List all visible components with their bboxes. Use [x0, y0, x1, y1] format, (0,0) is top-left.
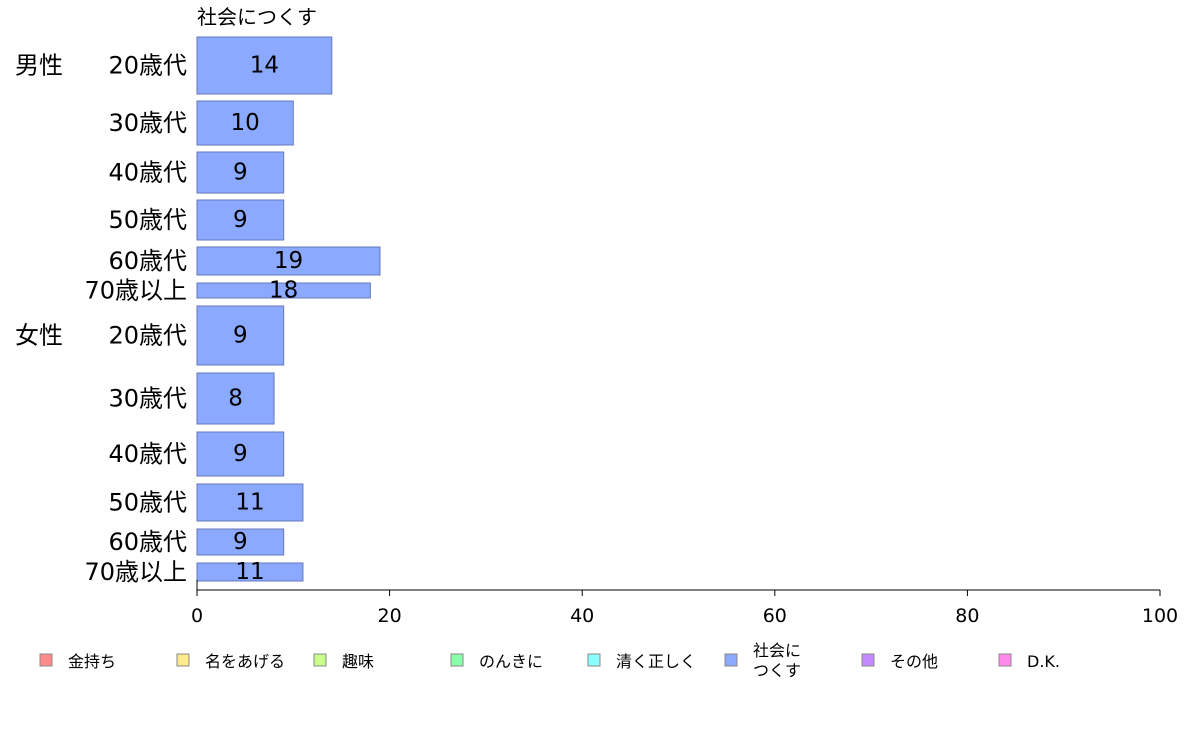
bar-value-label: 18: [269, 278, 298, 304]
age-label: 60歳代: [108, 247, 187, 275]
age-label: 70歳以上: [84, 558, 187, 586]
bar: [196, 199, 285, 241]
x-tick-label: 60: [763, 605, 787, 627]
bar: [196, 151, 285, 194]
x-tick-label: 40: [570, 605, 594, 627]
x-tick-label: 80: [955, 605, 979, 627]
bar-value-label: 8: [228, 386, 243, 412]
bar: [196, 36, 333, 95]
bar: [196, 562, 304, 582]
legend-label: 清く正しく: [616, 652, 696, 671]
legend-label: D.K.: [1027, 652, 1060, 671]
legend: 金持ち 名をあげる 趣味 のんきに 清く正しく 社会につくす その他 D.K.: [39, 641, 1060, 680]
bar-value-label: 11: [235, 559, 264, 585]
bar: [196, 246, 381, 276]
legend-label: 趣味: [342, 652, 374, 671]
bar-value-label: 11: [235, 490, 264, 516]
legend-swatch: [176, 653, 190, 667]
legend-label: 金持ち: [68, 652, 116, 671]
age-label: 30歳代: [108, 109, 187, 137]
bar: [196, 483, 304, 522]
legend-label: 名をあげる: [205, 652, 285, 671]
age-label: 70歳以上: [84, 277, 187, 305]
age-label: 60歳代: [108, 528, 187, 556]
bar-value-label: 9: [233, 323, 248, 349]
x-axis: 0 20 40 60 80 100: [191, 580, 1178, 627]
bar: [196, 100, 294, 146]
legend-swatch: [724, 653, 738, 667]
bar: [196, 431, 285, 477]
bar-value-label: 9: [233, 529, 248, 555]
legend-swatch: [450, 653, 464, 667]
group-label: 男性: [15, 52, 63, 80]
bar-value-label: 19: [274, 248, 303, 274]
age-label: 40歳代: [108, 440, 187, 468]
y-axis-labels: 20歳代男性30歳代40歳代50歳代60歳代70歳以上20歳代女性30歳代40歳…: [15, 52, 187, 587]
bar: [196, 282, 371, 299]
x-tick-label: 0: [191, 605, 203, 627]
age-label: 20歳代: [108, 52, 187, 80]
bar: [196, 305, 285, 366]
legend-swatch: [39, 653, 53, 667]
legend-swatch: [587, 653, 601, 667]
age-label: 50歳代: [108, 489, 187, 517]
age-label: 30歳代: [108, 385, 187, 413]
bar-value-label: 10: [231, 110, 260, 136]
bar-value-label: 9: [233, 441, 248, 467]
bar: [196, 372, 275, 425]
legend-swatch: [998, 653, 1012, 667]
bars: 14 10 9 9 19 18 9 8 9 11 9 11: [196, 36, 381, 585]
x-tick-label: 20: [378, 605, 402, 627]
bar: [196, 528, 285, 556]
legend-label: その他: [890, 652, 938, 671]
age-label: 20歳代: [108, 322, 187, 350]
bar-value-label: 9: [233, 207, 248, 233]
legend-label: 社会につくす: [753, 641, 801, 680]
legend-label: のんきに: [479, 652, 543, 671]
bar-value-label: 14: [250, 53, 279, 79]
series-title: 社会につくす: [197, 5, 317, 29]
group-label: 女性: [15, 322, 63, 350]
legend-swatch: [861, 653, 875, 667]
age-label: 50歳代: [108, 206, 187, 234]
bar-value-label: 9: [233, 160, 248, 186]
legend-swatch: [313, 653, 327, 667]
x-tick-label: 100: [1142, 605, 1178, 627]
age-label: 40歳代: [108, 159, 187, 187]
